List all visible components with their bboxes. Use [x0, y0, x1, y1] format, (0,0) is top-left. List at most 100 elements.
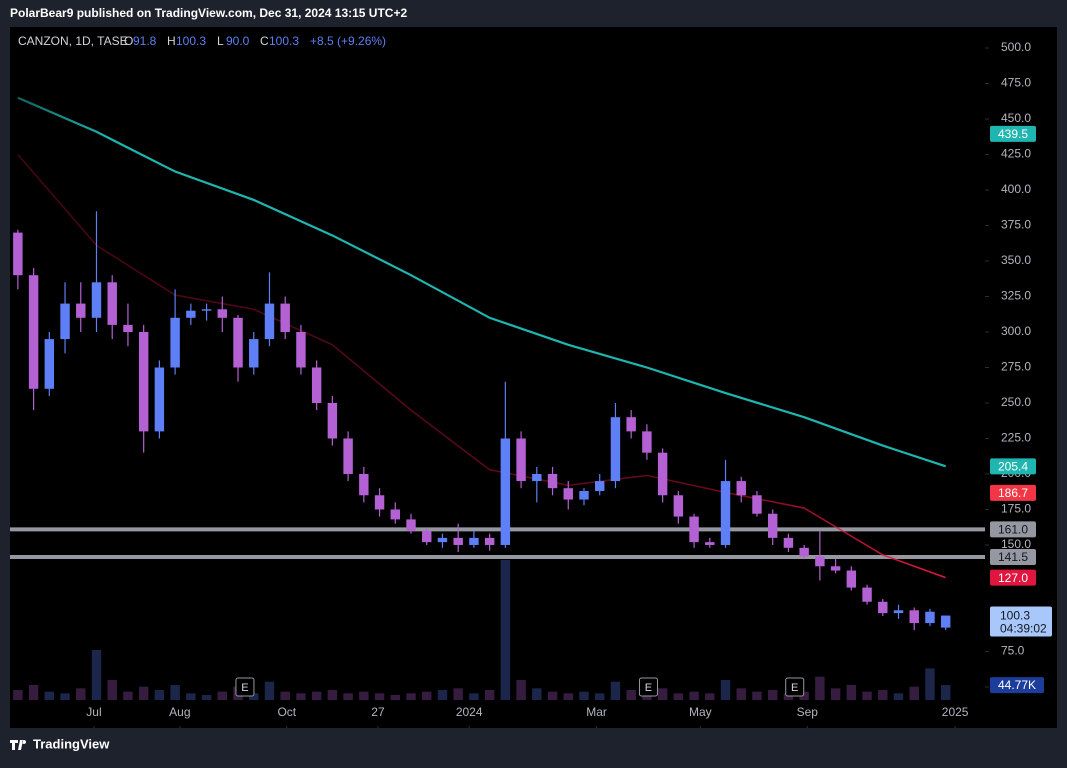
last-price-label: 100.3: [1000, 609, 1030, 623]
y-tick-label: 425.0: [1001, 147, 1031, 161]
volume-bar: [186, 693, 196, 700]
price-label-box: [990, 125, 1036, 142]
volume-bar: [830, 688, 841, 700]
price-label-box: [990, 521, 1036, 538]
volume-bar: [201, 695, 212, 700]
y-tick-label: 250.0: [1001, 395, 1031, 409]
candle-body: [595, 481, 605, 492]
volume-bar: [532, 688, 542, 700]
legend-value: 90.0: [226, 34, 250, 48]
volume-bar: [437, 690, 448, 700]
volume-bar: [626, 690, 636, 700]
volume-bar: [343, 693, 353, 700]
candle-body: [767, 513, 778, 538]
volume-bar: [249, 693, 259, 700]
volume-bar: [610, 681, 621, 700]
volume-bar: [767, 690, 778, 700]
candle-body: [830, 566, 841, 571]
legend-change: +8.5 (+9.26%): [310, 34, 386, 48]
event-label: E: [791, 682, 798, 694]
candle-body: [264, 303, 275, 340]
candle-body: [249, 339, 259, 368]
volume-bar: [736, 688, 746, 700]
volume-bar: [940, 685, 951, 700]
candle-body: [422, 530, 432, 543]
volume-bar: [107, 680, 117, 700]
y-tick-label: 325.0: [1001, 289, 1031, 303]
volume-bar: [500, 560, 511, 700]
candle-body: [217, 309, 228, 318]
volume-label: 44.77K: [998, 678, 1036, 692]
candle-body: [516, 438, 526, 482]
volume-bar: [359, 691, 369, 700]
volume-bar: [657, 688, 668, 700]
volume-bar: [720, 680, 731, 700]
x-tick-label: Jul: [86, 705, 101, 719]
volume-bar: [327, 690, 338, 700]
y-tick-label: 275.0: [1001, 360, 1031, 374]
candle-body: [327, 402, 338, 439]
symbol: CANZON, 1D, TASE: [18, 34, 128, 48]
candle-body: [626, 417, 636, 432]
volume-bar: [76, 688, 86, 700]
candle-body: [909, 610, 919, 624]
candle-body: [296, 331, 306, 368]
y-tick-label: 500.0: [1001, 40, 1031, 54]
candle-body: [359, 473, 369, 496]
volume-bar: [60, 693, 70, 700]
volume-bar: [516, 680, 526, 700]
candle-body: [799, 547, 809, 557]
x-tick-label: Sep: [797, 705, 819, 719]
candle-body: [673, 495, 684, 517]
publisher: PolarBear9 published on TradingView.com,…: [10, 6, 407, 20]
volume-bar: [862, 691, 872, 700]
legend-key: L: [217, 34, 224, 48]
brand: TradingView: [33, 736, 110, 751]
volume-bar: [453, 688, 463, 700]
candle-body: [170, 317, 180, 368]
volume-bar: [783, 693, 794, 700]
candle-body: [201, 309, 212, 311]
x-tick-label: Oct: [277, 705, 296, 719]
volume-bar: [547, 691, 558, 700]
candle-body: [642, 431, 652, 453]
volume-bar: [673, 693, 684, 700]
y-tick-label: 75.0: [1001, 644, 1025, 658]
candle-body: [374, 495, 385, 510]
y-tick-label: 450.0: [1001, 111, 1031, 125]
price-label: 161.0: [998, 523, 1028, 537]
candle-body: [736, 481, 746, 496]
event-marker: [785, 677, 805, 697]
candle-body: [123, 324, 133, 332]
y-tick-label: 400.0: [1001, 182, 1031, 196]
candle-body: [563, 488, 573, 500]
candle-body: [390, 509, 400, 520]
candle-body: [13, 232, 23, 276]
price-label-box: [990, 549, 1036, 566]
candle-body: [343, 438, 353, 474]
y-tick-label: 350.0: [1001, 253, 1031, 267]
candle-body: [720, 481, 731, 545]
price-label-box: [990, 458, 1036, 475]
volume-bar: [311, 691, 322, 700]
candle-body: [547, 473, 558, 489]
candle-body: [60, 303, 70, 340]
candle-body: [154, 367, 165, 432]
y-tick-label: 175.0: [1001, 502, 1031, 516]
candle-body: [186, 310, 196, 318]
x-tick-label: 2024: [456, 705, 483, 719]
volume-bar: [909, 686, 919, 700]
event-marker: [235, 677, 255, 697]
candle-body: [311, 367, 322, 403]
volume-bar: [406, 693, 416, 700]
candle-body: [862, 587, 872, 602]
candle-body: [280, 303, 290, 332]
volume-bar: [752, 691, 762, 700]
candle-body: [406, 519, 416, 531]
legend-value: 91.8: [133, 34, 157, 48]
candle-body: [846, 570, 857, 588]
volume-bar: [138, 686, 149, 700]
event-label: E: [645, 682, 652, 694]
